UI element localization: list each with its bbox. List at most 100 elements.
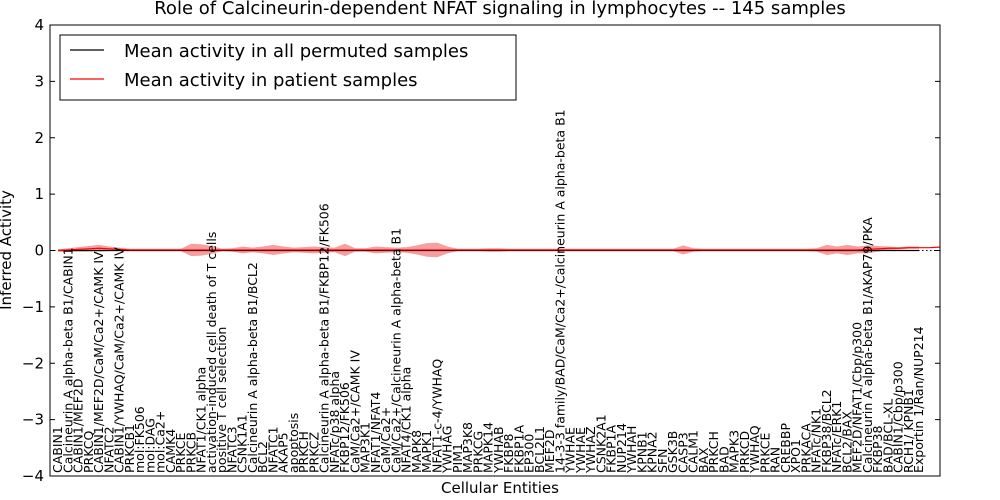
entity-label: KPNB1 [634, 431, 649, 473]
entity-label: RCH1/ KPNB1 [901, 389, 916, 473]
entity-label: FKBP38/BCL2 [819, 389, 834, 473]
entity-label: CABIN1/MEF2D/CaM/Ca2+/CAMK IV [91, 251, 106, 473]
entity-label: CALM1 [686, 430, 701, 473]
entity-label: BCL2L1 [532, 426, 547, 473]
entity-label: NFATc/NK1 [809, 408, 824, 473]
y-tick-label: −1 [22, 298, 44, 316]
entity-label: MAPK1 [419, 430, 434, 473]
entity-label: NUP214 [614, 423, 629, 473]
y-tick-label: 0 [34, 242, 44, 260]
entity-label: MAPK8 [409, 430, 424, 473]
entity-label: CaM/Ca2+/Calcineurin A alpha-beta B1 [388, 228, 403, 473]
entity-label: PRKCQ [81, 431, 96, 473]
entity-label: SFN [655, 449, 670, 473]
entity-label: PRKCG [470, 431, 485, 473]
entity-label: YWHAH [624, 426, 639, 474]
entity-label: YWHAG [440, 426, 455, 474]
entity-label: MAP3K1 [358, 422, 373, 473]
entity-label: CABIN1/YWHAQ/CaM/Ca2+/CAMK IV [112, 247, 127, 473]
entity-label: NFATC3 [224, 426, 239, 473]
entity-label: EP300 [522, 434, 537, 473]
entity-label: FKBP8 [501, 433, 516, 473]
entity-label: YWHAE [573, 427, 588, 474]
entity-label: AKAP5 [276, 432, 291, 473]
entity-label: CABIN1/Cbp/p300 [891, 361, 906, 473]
entity-label: MAPK14 [481, 422, 496, 473]
entity-label: YWHAE [563, 427, 578, 474]
entity-label: BCL2/BAX [839, 411, 854, 473]
entity-label: FKBP12/FK506 [337, 382, 352, 473]
entity-label: BAD/BCL-XL [880, 399, 895, 473]
entity-label: RAN [768, 447, 783, 473]
series-lines [57, 246, 940, 252]
legend: Mean activity in all permuted samples Me… [59, 34, 517, 101]
entity-label: BCL2 [255, 441, 270, 473]
entity-label: NFATc/p38 alpha [327, 371, 342, 473]
entity-label: activation-induced cell death of T cells [204, 232, 219, 473]
y-tick-label: −3 [22, 411, 44, 429]
entity-label: PRKACA [798, 423, 813, 473]
entity-label: CREBBP [778, 423, 793, 473]
entity-label: PRKCB1 [122, 424, 137, 473]
entity-label: mol:FK506 [132, 406, 147, 473]
entity-label: CABIN1 [50, 426, 65, 473]
legend-label-permuted: Mean activity in all permuted samples [124, 41, 468, 62]
entity-label: BAX [696, 447, 711, 473]
entity-label: FKBP38 [870, 426, 885, 473]
entity-label: FKBP1A [604, 425, 619, 473]
entity-label: NFAT1-c-4/YWHAQ [429, 359, 444, 473]
entity-label: PRKCH [706, 431, 721, 473]
chart-title: Role of Calcineurin-dependent NFAT signa… [154, 0, 846, 19]
entity-label: NFATC1 [265, 426, 280, 473]
y-axis-label: Inferred Activity [0, 190, 15, 310]
entity-label: PRKCB [183, 432, 198, 473]
entity-label: NFAT1/CK1 alpha [194, 367, 209, 473]
entity-label: YWHAZ [583, 426, 598, 474]
entity-label: Exportin 1/Ran/NUP214 [911, 326, 926, 473]
series-line-patient [57, 246, 940, 252]
entity-label: Calcineurin A alpha-beta B1/CABIN1 [60, 247, 75, 473]
y-tick-label: 4 [34, 16, 44, 34]
entity-label: PRKCZ [306, 432, 321, 473]
entity-label: YWHAQ [747, 425, 762, 474]
entity-label: NFATC2 [101, 426, 116, 473]
entity-label: XPO1 [788, 439, 803, 473]
x-axis-label: Cellular Entities [441, 479, 559, 497]
entity-label: CAMK4 [163, 429, 178, 473]
entity-label: 14-3-3 family/BAD/CaM/Ca2+/Calcineurin A… [552, 109, 567, 473]
entity-label: CASP3 [675, 432, 690, 473]
entity-label: NFAT1/NFAT4 [368, 392, 383, 473]
entity-label: NFAT4/CK1 alpha [399, 367, 414, 473]
y-axis: −4 −3 −2 −1 0 1 2 3 4 [22, 16, 940, 485]
entity-label: CaM/Ca2+ [378, 407, 393, 473]
entity-label: CaM/Ca2+/CAMK IV [347, 350, 362, 473]
entity-label: KPNA2 [645, 431, 660, 473]
y-tick-label: −4 [22, 467, 44, 485]
y-tick-label: 3 [34, 72, 44, 90]
entity-label: apoptosis [286, 413, 301, 473]
legend-label-patient: Mean activity in patient samples [124, 70, 418, 91]
entity-label: CSNK2A1 [593, 414, 608, 473]
entity-label: CABIN1/MEF2D [71, 378, 86, 473]
entity-label: PRKCH [296, 431, 311, 473]
entity-label: Calcineurin A alpha-beta B1/AKAP79/PKA [860, 217, 875, 473]
entity-label: Calcineurin A alpha-beta B1/FKBP12/FK506 [317, 203, 332, 473]
entity-label: BAD [716, 446, 731, 473]
entity-label: MAPK3 [727, 430, 742, 473]
entity-label: PRKCE [757, 433, 772, 473]
entity-label: YWHAB [491, 426, 506, 474]
entity-label: MAP3K8 [460, 422, 475, 473]
entity-label: MEF2D [542, 430, 557, 473]
entity-label: CSNK1A1 [235, 414, 250, 473]
entity-label: PRKCD [737, 431, 752, 473]
entity-label: Calcineurin A alpha-beta B1/BCL2 [245, 262, 260, 473]
y-tick-label: 2 [34, 129, 44, 147]
entity-label: PIM1 [450, 443, 465, 473]
y-tick-label: 1 [34, 185, 44, 203]
entity-label: mol:DAG [142, 418, 157, 473]
y-tick-label: −2 [22, 354, 44, 372]
entity-label: NFATc/ERK1 [829, 401, 844, 473]
entity-label: MEF2D/NFAT1/Cbp/p300 [850, 322, 865, 473]
